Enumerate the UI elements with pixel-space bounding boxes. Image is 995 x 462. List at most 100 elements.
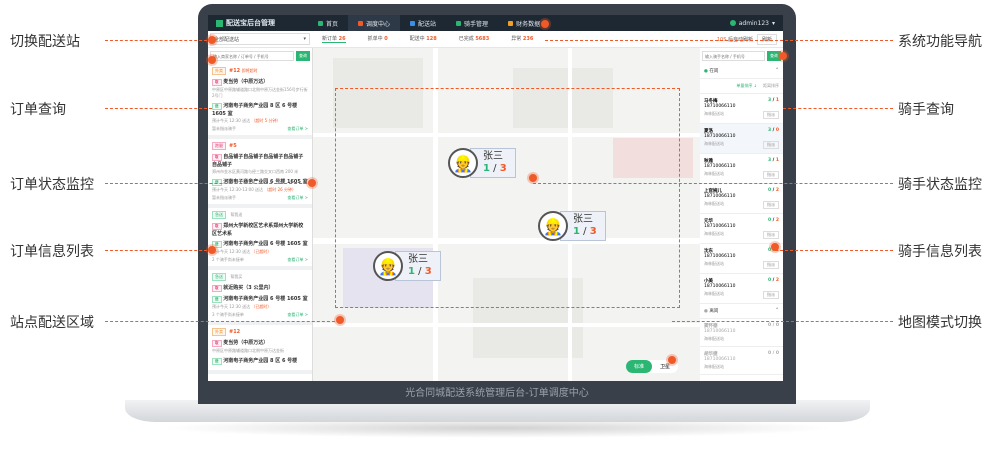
callout-label: 站点配送区域 xyxy=(10,315,94,331)
mode-satellite[interactable]: 卫星 xyxy=(659,364,670,370)
delivery-icon: 送 xyxy=(212,103,222,110)
rider-item[interactable]: 小美 0 / 2 18710066110 海林配送站 指派 xyxy=(700,274,783,304)
chevron-down-icon: ▾ xyxy=(303,36,306,42)
station-select[interactable]: 全部配送站 ▾ xyxy=(210,33,310,45)
nav-icon xyxy=(456,20,462,26)
refresh-button[interactable]: 刷新 xyxy=(756,33,777,45)
order-type-badge: 外卖 xyxy=(212,328,226,336)
nav-item[interactable]: 配送站 xyxy=(400,15,446,31)
nav-item[interactable]: 首页 xyxy=(308,15,348,31)
rider-item[interactable]: 胡华捷 0 / 0 18710066110 海林配送站 xyxy=(700,347,783,375)
stats-bar: 全部配送站 ▾ 新订单 26 抓单中 0 配送中 128 已完成 5683 异常 236 … xyxy=(208,31,783,48)
view-order-link[interactable]: 查看订单 > xyxy=(287,312,308,317)
rider-item[interactable]: 夏洛 3 / 0 18710066110 海林配送站 指派 xyxy=(700,124,783,154)
rider-marker[interactable]: 👷 张三 1 / 3 xyxy=(538,211,606,241)
callout-label: 订单信息列表 xyxy=(10,244,94,260)
callout-label: 骑手状态监控 xyxy=(898,177,982,193)
rider-search-button[interactable]: 查询 xyxy=(767,51,781,61)
callout-dot xyxy=(771,243,779,251)
screen-caption: 光合同城配送系统管理后台-订单调度中心 xyxy=(405,388,589,399)
order-card[interactable]: 外卖 #12 即将超时 取 麦当劳（中原万达） 中原区中原路辅道路口北侧中原万达金… xyxy=(208,64,312,139)
order-type-badge: 外卖 xyxy=(212,67,226,75)
assign-button[interactable]: 指派 xyxy=(763,141,779,149)
order-type-badge: 跑腿 xyxy=(212,142,226,150)
rider-avatar-icon: 👷 xyxy=(373,251,403,281)
callout-dot xyxy=(668,356,676,364)
callout-label: 切换配送站 xyxy=(10,34,80,50)
map-mode-switch: 标准 卫星 xyxy=(625,360,678,373)
order-panel: 查询 外卖#12 即将超时 取 麦当劳（中原万达） 中原区中原路辅道路口北侧中原… xyxy=(208,48,313,381)
order-card[interactable]: 急送 帮我买 取 就近购买（3 公里内） 送 河南电子商务产业园 6 号楼 16… xyxy=(208,270,312,325)
pickup-icon: 取 xyxy=(212,285,222,292)
app-logo[interactable]: 配送宝后台管理 xyxy=(208,18,308,28)
app-screen: 配送宝后台管理 首页 调度中心 配送站 骑手管理 财务数据 admin123 ▾ 全部配送… xyxy=(208,15,783,381)
assign-button[interactable]: 指派 xyxy=(763,201,779,209)
rider-item[interactable]: 马冬梅 3 / 1 18710066110 海林配送站 指派 xyxy=(700,94,783,124)
group-online[interactable]: ● 在岗 ⌃ xyxy=(700,64,783,79)
order-search-input[interactable] xyxy=(210,51,294,61)
view-order-link[interactable]: 查看订单 > xyxy=(287,195,308,200)
nav-item[interactable]: 财务数据 xyxy=(498,15,550,31)
map-view[interactable]: 👷 张三 1 / 3 👷 张三 1 / 3 👷 张三 1 / 3 标准 卫星 xyxy=(313,48,700,381)
callout-dot xyxy=(336,316,344,324)
top-nav: 配送宝后台管理 首页 调度中心 配送站 骑手管理 财务数据 admin123 ▾ xyxy=(208,15,783,31)
chevron-up-icon: ⌃ xyxy=(775,68,779,73)
sort-by-orders[interactable]: 单量排序 ↓ xyxy=(736,83,757,88)
assign-button[interactable]: 指派 xyxy=(763,291,779,299)
nav-icon xyxy=(318,20,323,26)
callout-dot xyxy=(208,246,216,254)
stat-tab[interactable]: 异常 236 xyxy=(511,36,534,42)
stat-tab[interactable]: 抓单中 0 xyxy=(367,36,388,42)
chevron-down-icon: ▾ xyxy=(771,19,775,27)
nav-icon xyxy=(410,20,416,26)
rider-search-input[interactable] xyxy=(702,51,765,61)
callout-dot xyxy=(541,20,549,28)
assign-button[interactable]: 指派 xyxy=(763,111,779,119)
mode-standard[interactable]: 标准 xyxy=(625,360,652,373)
pickup-icon: 取 xyxy=(212,340,222,347)
callout-dot xyxy=(208,56,216,64)
rider-item[interactable]: 秋雅 3 / 1 18710066110 海林配送站 指派 xyxy=(700,154,783,184)
sort-by-distance[interactable]: 距离排序 xyxy=(763,83,779,88)
pickup-icon: 取 xyxy=(212,223,222,230)
stat-tab[interactable]: 已完成 5683 xyxy=(458,36,490,42)
rider-item[interactable]: 元华 0 / 2 18710066110 海林配送站 指派 xyxy=(700,214,783,244)
group-offline[interactable]: ● 离岗 ⌃ xyxy=(700,304,783,319)
stat-tab[interactable]: 新订单 26 xyxy=(322,36,346,43)
nav-item[interactable]: 骑手管理 xyxy=(446,15,498,31)
logo-icon xyxy=(216,19,223,27)
laptop-shadow xyxy=(160,418,835,438)
rider-item[interactable]: 上官婉儿 0 / 2 18710066110 海林配送站 指派 xyxy=(700,184,783,214)
assign-button[interactable]: 指派 xyxy=(763,171,779,179)
callout-dot xyxy=(529,174,537,182)
chevron-up-icon: ⌃ xyxy=(775,308,779,313)
view-order-link[interactable]: 查看订单 > xyxy=(287,126,308,131)
rider-marker[interactable]: 👷 张三 1 / 3 xyxy=(373,251,441,281)
rider-marker[interactable]: 👷 张三 1 / 3 xyxy=(448,148,516,178)
rider-item[interactable]: 窦怀德 0 / 0 18710066110 海林配送站 xyxy=(700,319,783,347)
order-card[interactable]: 外卖 #12 取 麦当劳（中原万达） 中原区中原路辅道路口北侧中原万达金街 送 河… xyxy=(208,325,312,374)
avatar xyxy=(729,20,736,26)
nav-item[interactable]: 调度中心 xyxy=(348,15,401,31)
delivery-icon: 送 xyxy=(212,179,222,186)
callout-dot xyxy=(208,36,216,44)
order-search-button[interactable]: 查询 xyxy=(296,51,310,61)
order-card[interactable]: 跑腿 #5 取 自品铺子自品铺子自品铺子自品铺子自品铺子 郑州市金水区黄河路与经三… xyxy=(208,139,312,208)
nav-icon xyxy=(508,20,514,26)
user-menu[interactable]: admin123 ▾ xyxy=(729,19,783,27)
callout-label: 订单查询 xyxy=(10,102,66,118)
order-type-badge: 急送 xyxy=(212,273,226,281)
delivery-icon: 送 xyxy=(212,296,222,303)
stat-tab[interactable]: 配送中 128 xyxy=(409,36,437,42)
view-order-link[interactable]: 查看订单 > xyxy=(287,257,308,262)
assign-button[interactable]: 指派 xyxy=(763,231,779,239)
auto-refresh: 10S 后自动刷新 xyxy=(716,36,753,43)
callout-dot xyxy=(308,179,316,187)
pickup-icon: 取 xyxy=(212,79,222,86)
order-card[interactable]: 急送 帮我送 取 郑州大学新校区艺术系郑州大学新校区艺术系 送 河南电子商务产业… xyxy=(208,208,312,270)
laptop-base xyxy=(125,400,870,422)
assign-button[interactable]: 指派 xyxy=(763,261,779,269)
callout-label: 系统功能导航 xyxy=(898,34,982,50)
